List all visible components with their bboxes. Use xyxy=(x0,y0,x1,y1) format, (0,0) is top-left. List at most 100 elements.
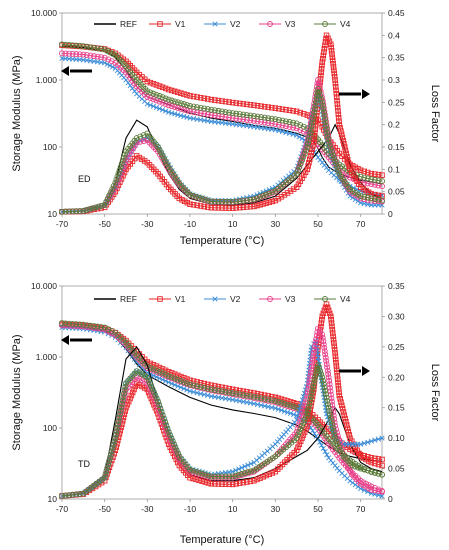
data-point xyxy=(263,191,270,198)
data-point xyxy=(323,122,329,129)
data-point xyxy=(330,333,336,340)
data-point xyxy=(237,100,243,107)
data-point xyxy=(215,387,222,394)
data-point xyxy=(350,185,357,191)
data-point xyxy=(321,49,327,55)
data-point xyxy=(300,419,307,426)
data-point xyxy=(297,426,304,432)
legend-item-v4: V4 xyxy=(314,19,351,29)
data-point xyxy=(327,414,334,421)
data-point xyxy=(303,413,309,420)
data-point xyxy=(331,70,338,77)
data-point xyxy=(178,112,184,119)
legend-item-ref: REF xyxy=(94,19,137,29)
data-point xyxy=(301,390,308,396)
data-point xyxy=(275,406,281,412)
data-point xyxy=(173,450,180,457)
data-point xyxy=(248,461,254,467)
data-point xyxy=(347,435,353,441)
y2-tick-label: 0.25 xyxy=(388,342,405,352)
data-point xyxy=(334,104,341,111)
data-point xyxy=(278,407,285,413)
data-point xyxy=(319,59,326,65)
data-point xyxy=(66,208,73,215)
data-point xyxy=(358,486,364,492)
data-point xyxy=(308,344,315,350)
data-point xyxy=(265,104,271,110)
data-point xyxy=(325,371,332,377)
data-point xyxy=(339,405,346,412)
data-point xyxy=(307,126,314,133)
data-point xyxy=(144,88,151,95)
left-axis-arrow-head xyxy=(61,66,69,76)
data-point xyxy=(286,119,293,125)
data-point xyxy=(290,119,297,126)
data-point xyxy=(240,479,247,486)
data-point xyxy=(205,197,212,204)
data-point xyxy=(69,491,76,498)
y-axis-title: Storage Modulus (MPa) xyxy=(11,55,23,171)
data-point xyxy=(165,429,172,436)
data-point xyxy=(241,470,248,476)
data-point xyxy=(226,473,233,480)
x-tick-label: 10 xyxy=(228,504,238,514)
y-tick-label: 10 xyxy=(48,209,58,219)
x-axis-title: Temperature (°C) xyxy=(180,534,264,546)
data-point xyxy=(240,204,247,211)
data-point xyxy=(318,72,324,79)
legend: REF V1 V2 V3 V4 xyxy=(94,294,351,304)
data-point xyxy=(306,159,312,166)
data-point xyxy=(116,414,123,421)
data-point xyxy=(102,471,109,478)
data-point xyxy=(379,172,385,178)
legend-label: REF xyxy=(120,294,137,304)
data-point xyxy=(87,322,94,329)
data-point xyxy=(337,125,343,131)
data-point xyxy=(178,384,184,391)
data-point xyxy=(379,456,385,463)
data-point xyxy=(334,164,341,171)
data-point xyxy=(168,97,175,104)
data-point xyxy=(268,397,275,404)
data-point xyxy=(240,392,247,398)
data-point xyxy=(193,193,200,200)
data-point xyxy=(265,115,272,122)
data-point xyxy=(312,102,319,109)
data-point xyxy=(197,203,204,209)
data-point xyxy=(194,104,201,111)
data-point xyxy=(229,473,236,480)
data-point xyxy=(347,166,353,173)
data-point xyxy=(147,95,154,102)
y-tick-label: 1.000 xyxy=(36,352,58,362)
data-point xyxy=(300,154,307,161)
legend-label: V1 xyxy=(175,19,186,29)
data-point xyxy=(177,105,184,112)
y-tick-label: 1.000 xyxy=(36,75,58,85)
data-point xyxy=(323,301,330,308)
data-point xyxy=(219,205,225,211)
data-point xyxy=(165,102,172,109)
data-point xyxy=(283,118,289,125)
data-point xyxy=(284,409,291,415)
data-point xyxy=(148,383,155,390)
data-point xyxy=(312,374,319,381)
data-point xyxy=(94,323,101,330)
data-point xyxy=(302,399,309,406)
data-point xyxy=(87,44,94,51)
data-point xyxy=(111,438,118,445)
data-point xyxy=(340,409,347,415)
data-point xyxy=(233,100,239,106)
data-point xyxy=(175,459,181,466)
data-point xyxy=(318,66,325,72)
data-point xyxy=(333,363,340,369)
data-point xyxy=(204,385,211,392)
data-point xyxy=(233,198,240,205)
data-point xyxy=(62,320,69,327)
data-point xyxy=(59,493,65,499)
data-point xyxy=(312,99,319,106)
data-point xyxy=(254,476,260,483)
data-point xyxy=(175,383,181,389)
data-point xyxy=(372,171,378,177)
data-point xyxy=(257,201,263,208)
data-point xyxy=(327,145,334,152)
